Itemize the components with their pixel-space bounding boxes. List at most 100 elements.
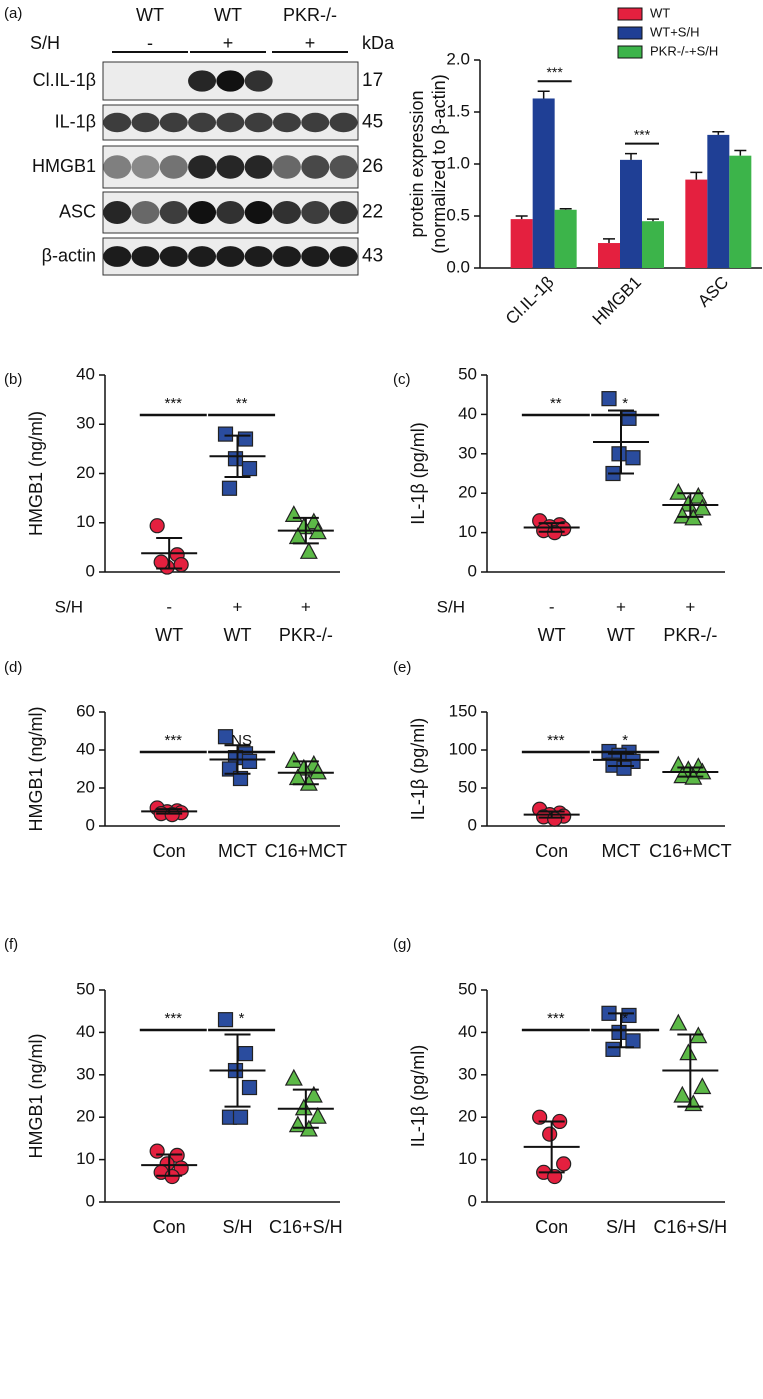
data-point <box>679 1043 698 1061</box>
data-point <box>237 1045 254 1062</box>
y-axis-label: HMGB1 (ng/ml) <box>26 706 46 831</box>
genotype-label: WT <box>136 5 164 25</box>
data-point <box>693 498 712 516</box>
data-point <box>616 760 632 776</box>
y-tick-label: 10 <box>458 522 477 541</box>
bar <box>685 179 708 268</box>
x-tick-label: WT <box>224 625 252 645</box>
sd-bar <box>608 409 634 475</box>
significance-label: *** <box>547 1010 565 1027</box>
blot-band <box>329 155 358 179</box>
data-point <box>221 480 238 496</box>
significance-label: * <box>239 1010 245 1027</box>
data-point <box>308 762 327 780</box>
bar <box>729 155 752 268</box>
x-tick-label: ASC <box>694 273 732 311</box>
blot-band <box>159 155 188 179</box>
x-tick-label: PKR-/- <box>663 625 717 645</box>
y-tick-label: 50 <box>458 364 477 383</box>
blot-band <box>188 112 217 133</box>
treatment-sign: + <box>305 33 316 53</box>
x-tick-label: C16+MCT <box>649 841 732 861</box>
y-tick-label: 0 <box>86 1191 95 1210</box>
blot-kda: 43 <box>362 246 383 267</box>
x-tick-label: C16+S/H <box>654 1217 728 1237</box>
treatment-sign: + <box>223 33 234 53</box>
y-tick-label: 2.0 <box>446 49 470 68</box>
x-tick-label: PKR-/- <box>279 625 333 645</box>
y-axis-label: protein expression <box>407 90 427 237</box>
error-bar <box>625 152 637 160</box>
data-point <box>679 494 698 512</box>
data-point <box>611 1024 627 1041</box>
panel-label: (g) <box>393 936 411 953</box>
x-tick-label: C16+MCT <box>265 841 348 861</box>
x-tick-label: WT <box>155 625 183 645</box>
x-tick-label: MCT <box>602 841 641 861</box>
blot-band <box>131 155 160 179</box>
x-tick-label: WT <box>607 625 635 645</box>
sd-bar <box>224 1033 251 1108</box>
data-point <box>625 1033 641 1049</box>
data-point <box>153 554 169 570</box>
y-tick-label: 30 <box>458 443 477 462</box>
bar <box>510 219 533 268</box>
panel-label: (f) <box>4 936 18 953</box>
data-point <box>673 1085 692 1103</box>
blot-band <box>301 112 330 133</box>
data-point <box>299 542 318 559</box>
blot-band <box>159 201 188 224</box>
treatment-sign: - <box>549 597 555 616</box>
blot-band <box>131 201 160 224</box>
sd-bar <box>292 760 319 786</box>
data-point <box>241 1079 258 1096</box>
y-tick-label: 50 <box>458 979 477 998</box>
blot-band <box>159 246 188 267</box>
data-point <box>232 770 249 787</box>
treatment-sign: - <box>147 33 153 53</box>
x-tick-label: Cl.IL-1β <box>502 272 558 328</box>
blot-kda: 22 <box>362 202 383 223</box>
y-tick-label: 50 <box>458 777 477 796</box>
blot-row-label: Cl.IL-1β <box>33 70 96 90</box>
data-point <box>611 446 627 462</box>
error-bar <box>690 171 703 180</box>
significance-label: *** <box>634 126 651 142</box>
data-point <box>669 1013 688 1031</box>
significance-label: *** <box>165 395 183 412</box>
y-tick-label: 0 <box>468 561 477 580</box>
significance-label: *** <box>165 732 183 749</box>
sd-bar <box>292 516 319 545</box>
y-tick-label: 20 <box>76 463 95 482</box>
data-point <box>241 460 258 477</box>
data-point <box>689 486 708 504</box>
legend-swatch <box>617 45 643 59</box>
x-tick-label: S/H <box>222 1217 252 1237</box>
x-tick-label: Con <box>535 841 568 861</box>
blot-band <box>329 112 358 133</box>
y-tick-label: 0 <box>86 815 95 834</box>
y-tick-label: 0 <box>86 561 95 580</box>
data-point <box>232 1109 249 1125</box>
error-bar <box>603 238 615 244</box>
x-tick-label: S/H <box>606 1217 636 1237</box>
data-point <box>294 758 313 776</box>
treatment-label: S/H <box>30 33 60 53</box>
blot-row-label: ASC <box>59 201 96 221</box>
data-point <box>669 482 688 500</box>
sd-bar <box>677 492 704 518</box>
data-point <box>284 751 303 768</box>
y-tick-label: 10 <box>76 1149 95 1168</box>
panel-label: (d) <box>4 659 22 676</box>
legend-label: WT <box>650 5 670 20</box>
sd-bar <box>677 766 704 778</box>
significance-label: *** <box>165 1010 183 1027</box>
data-point <box>149 518 165 534</box>
data-point <box>284 505 303 522</box>
sd-bar <box>224 434 251 478</box>
blot-band <box>272 112 301 133</box>
y-tick-label: 0.5 <box>446 205 470 224</box>
y-axis-label: IL-1β (pg/ml) <box>408 718 428 820</box>
x-tick-label: C16+S/H <box>269 1217 343 1237</box>
